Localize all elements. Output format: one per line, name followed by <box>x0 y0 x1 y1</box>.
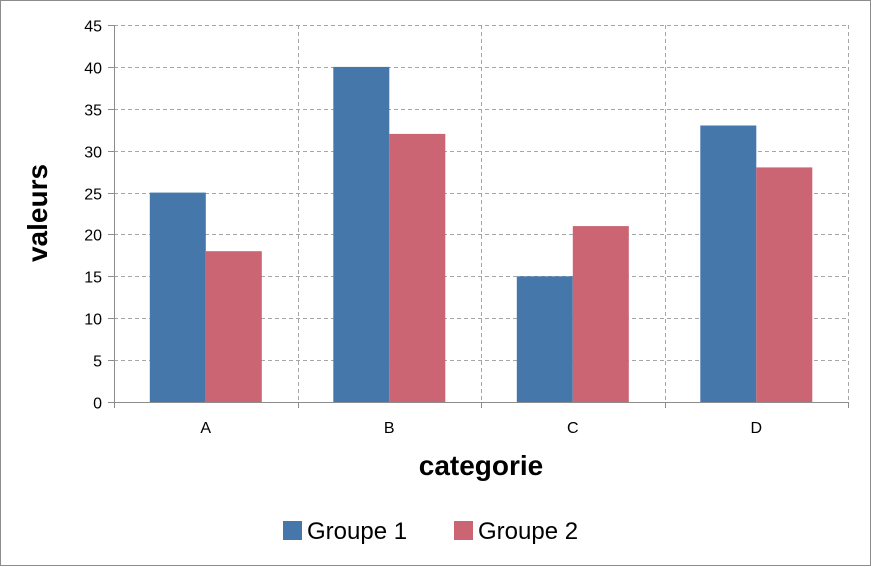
y-tick-labels: 0 5 10 15 20 25 30 35 40 45 <box>84 19 102 413</box>
x-tick-label: A <box>200 420 211 437</box>
x-tick-labels: A B C D <box>200 420 762 437</box>
bar-groupe-2-b <box>389 133 446 402</box>
legend-label-groupe-1: Groupe 1 <box>307 518 407 545</box>
bar-groupe-1-a <box>149 192 206 402</box>
legend-swatch-groupe-2 <box>454 521 473 540</box>
legend-swatch-groupe-1 <box>283 521 302 540</box>
y-tick-label: 25 <box>84 187 102 204</box>
x-tick-label: B <box>384 420 395 437</box>
y-tick-label: 5 <box>93 354 102 371</box>
bar-groupe-2-a <box>205 251 262 402</box>
bar-groupe-1-b <box>333 66 390 403</box>
legend: Groupe 1 Groupe 2 <box>283 518 578 545</box>
y-tick-label: 0 <box>93 396 102 413</box>
legend-label-groupe-2: Groupe 2 <box>478 518 578 545</box>
y-axis-title: valeurs <box>22 164 53 262</box>
y-tick-label: 40 <box>84 61 102 78</box>
axes <box>108 25 849 408</box>
bars <box>149 66 813 403</box>
y-tick-label: 35 <box>84 103 102 120</box>
y-tick-label: 45 <box>84 19 102 36</box>
bar-groupe-2-d <box>756 167 813 402</box>
bar-groupe-2-c <box>572 226 629 402</box>
y-tick-label: 15 <box>84 270 102 287</box>
x-tick-label: C <box>567 420 579 437</box>
y-tick-label: 20 <box>84 228 102 245</box>
y-tick-label: 30 <box>84 145 102 162</box>
bar-groupe-1-c <box>516 276 573 402</box>
x-axis-title: categorie <box>419 450 544 481</box>
bar-groupe-1-d <box>700 125 757 402</box>
y-tick-label: 10 <box>84 312 102 329</box>
x-tick-label: D <box>750 420 762 437</box>
